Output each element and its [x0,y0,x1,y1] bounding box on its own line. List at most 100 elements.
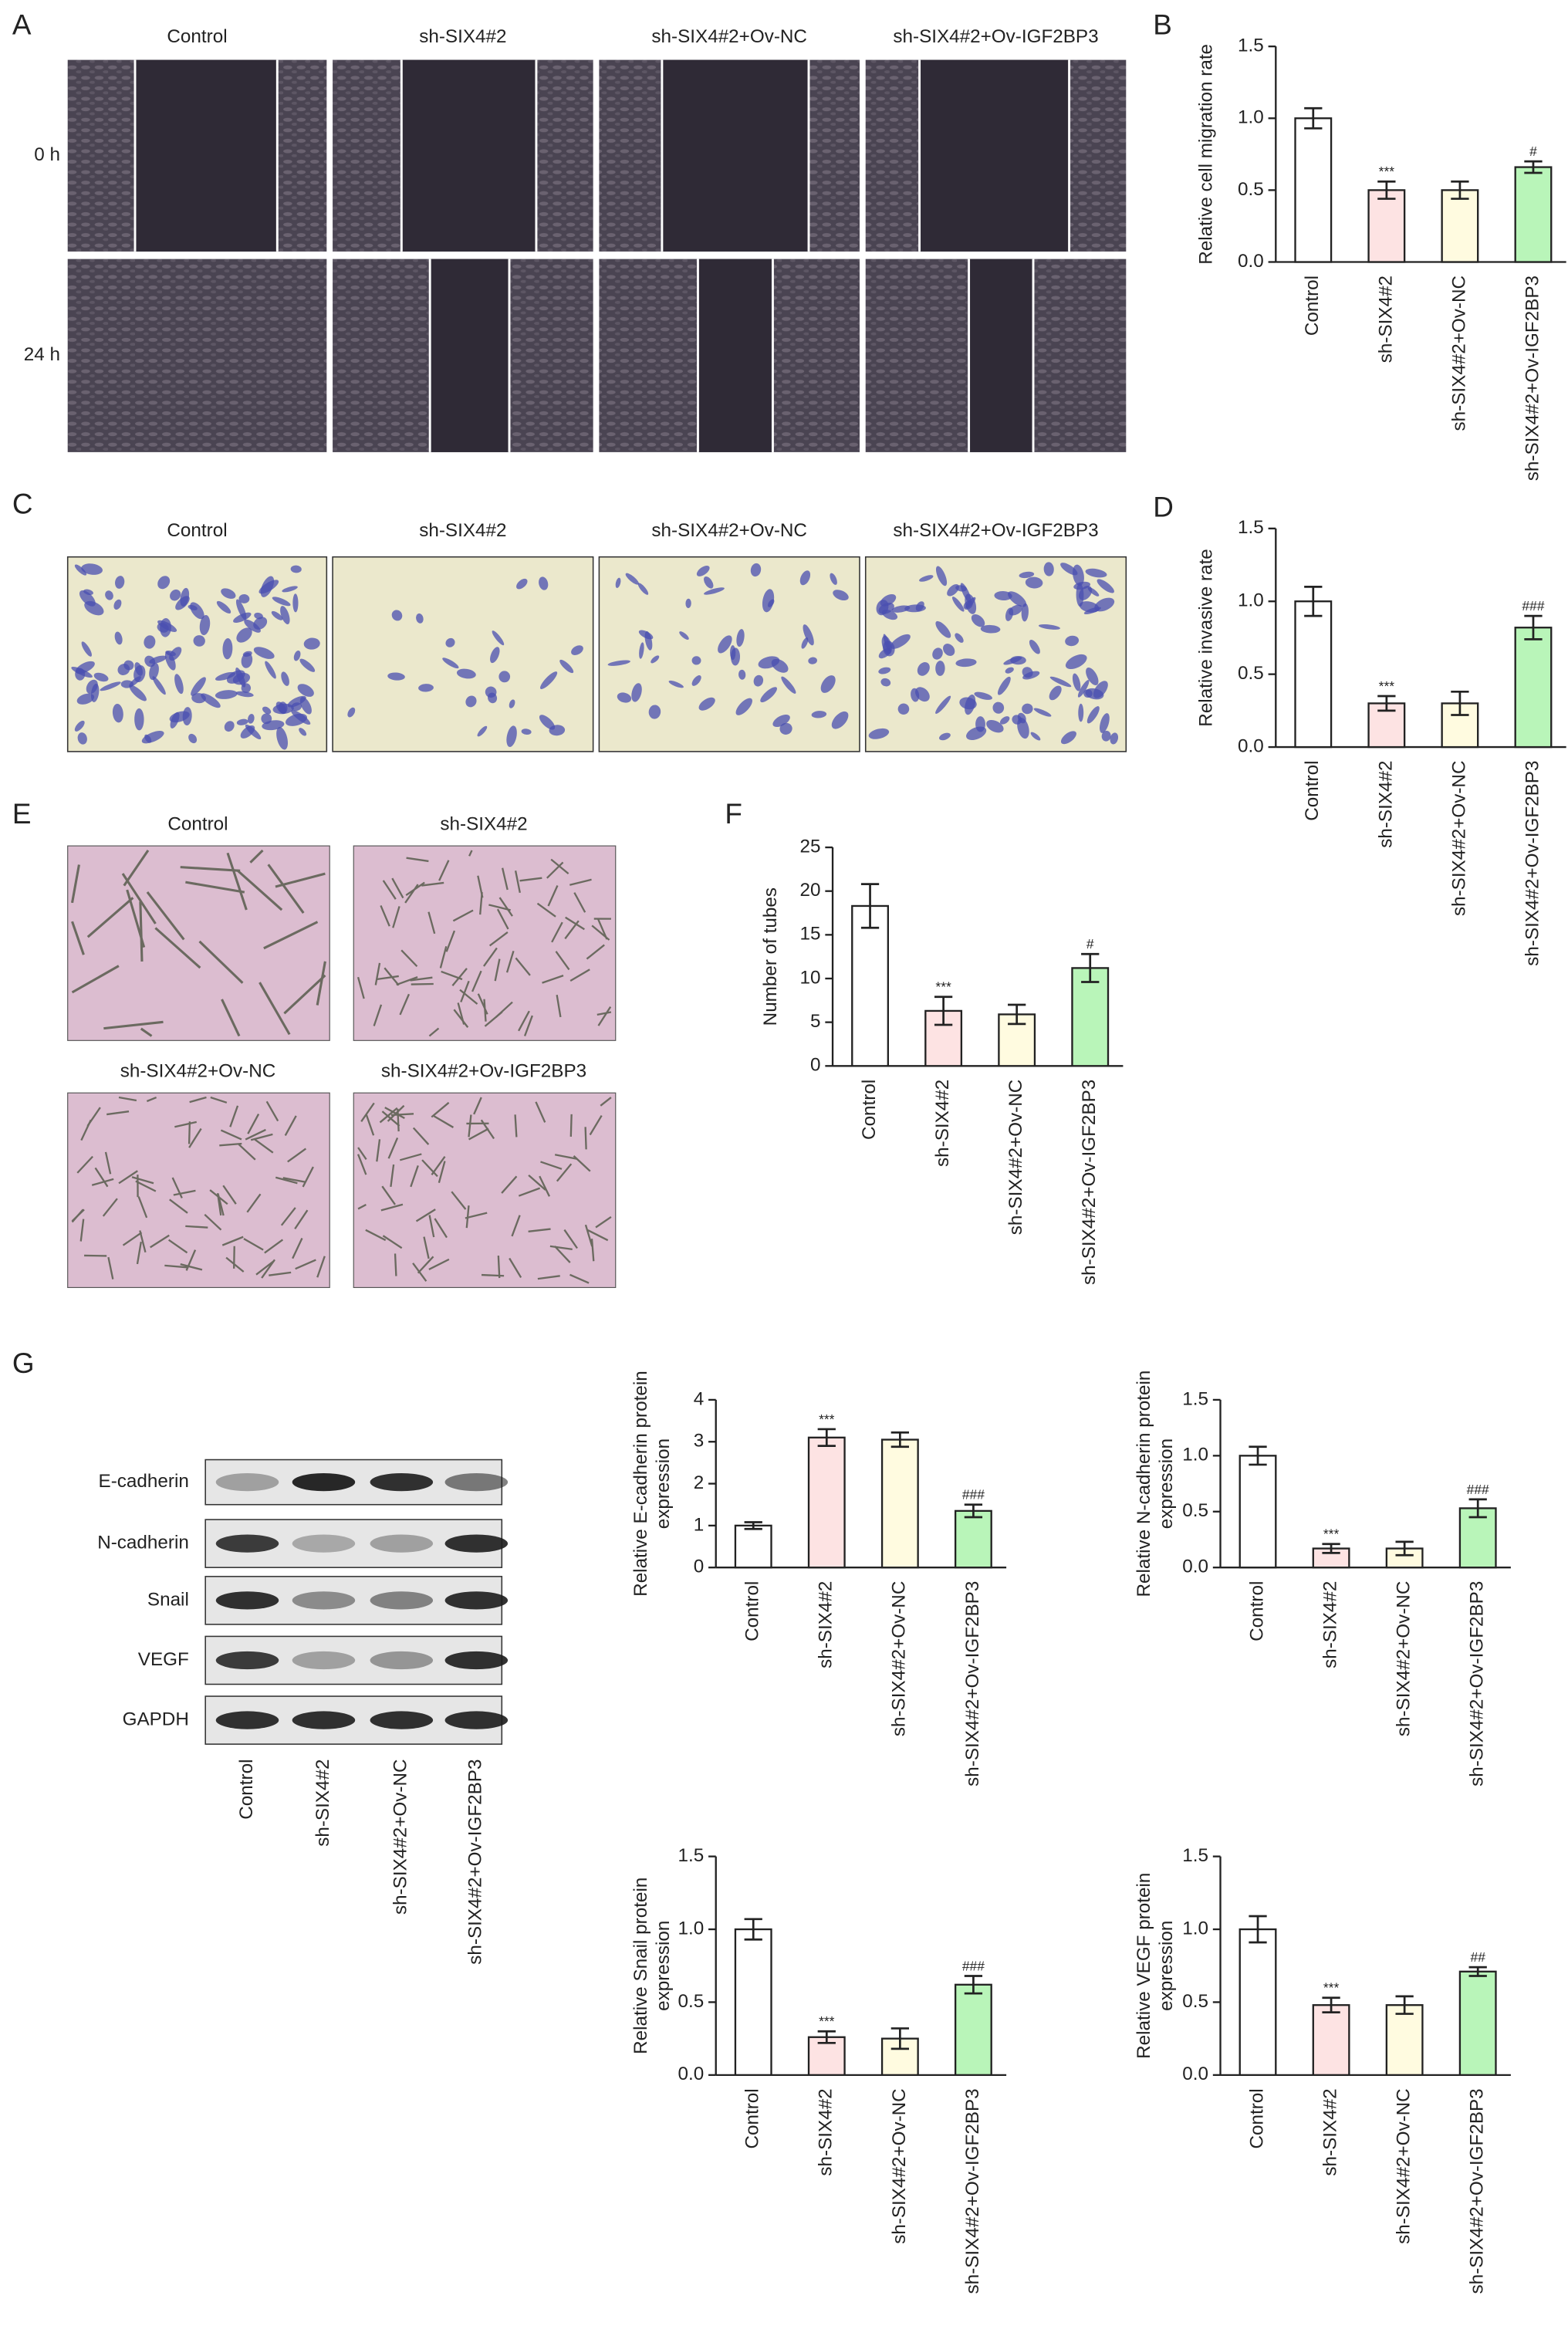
column-header: sh-SIX4#2+Ov-IGF2BP3 [893,520,1098,541]
tube [483,947,498,967]
cell [199,615,211,636]
tube [400,949,418,968]
tube [445,930,456,952]
bar [1239,1928,1277,2077]
cell [718,635,732,654]
cell [880,678,891,687]
cell [1097,579,1114,593]
tube [451,1191,467,1210]
y-tick-label: 4 [694,1388,704,1409]
tube [494,958,501,982]
panel-label: F [725,798,742,830]
tube [399,993,411,1016]
tube [497,1255,501,1279]
tube [417,1256,434,1274]
cell [539,576,549,590]
tube [573,1155,591,1172]
tube [185,1249,197,1271]
cell [224,721,235,732]
tube [316,961,326,1006]
tube [376,975,399,981]
x-tick-label: sh-SIX4#2 [1375,761,1396,848]
tube [118,1170,138,1185]
tube [221,1236,244,1246]
cell [149,662,159,681]
cell [994,590,1012,600]
tube [381,1110,400,1127]
tube [263,921,319,950]
x-tick-label: sh-SIX4#2 [1375,276,1396,363]
cell [490,647,500,664]
tube [136,1242,142,1265]
cell [808,657,817,664]
tube [275,872,326,888]
cell [271,610,283,620]
cell [890,634,911,649]
tube [275,1176,298,1185]
significance-label: ### [962,1487,985,1503]
x-tick-label: Control [1302,761,1323,821]
cell [735,698,752,715]
tube [453,1009,469,1028]
significance-label: *** [1379,164,1395,179]
tube [600,1097,612,1107]
tube [282,1177,306,1183]
cell [521,728,532,735]
tube [360,1102,375,1122]
cell [1060,731,1076,745]
cell [105,590,113,600]
tube [180,1263,203,1271]
column-header: sh-SIX4#2+Ov-NC [651,26,806,47]
cell [290,565,302,573]
tube [518,1187,541,1197]
cell [1005,607,1014,621]
band [444,1591,509,1610]
tube [71,965,120,994]
cell [117,663,130,675]
cell [465,695,477,708]
cell [639,642,644,659]
cell [1019,571,1035,579]
tube [188,1127,202,1148]
cell [1079,601,1100,613]
lane-label: sh-SIX4#2 [313,1760,333,1847]
tube [569,1114,573,1137]
cell [1065,635,1080,647]
cell [113,599,122,610]
tube [382,880,397,900]
cell [276,727,289,750]
cell [272,597,291,607]
cell [1065,654,1087,670]
cell [1086,667,1099,686]
x-tick-label: sh-SIX4#2+Ov-NC [1394,2088,1414,2243]
tube [259,982,291,1036]
cell [685,598,691,608]
cell [1094,597,1115,612]
cell [281,671,289,686]
significance-label: *** [819,2013,835,2029]
tube [433,1115,455,1128]
tube [198,940,244,984]
tube [584,1224,593,1247]
tube [528,1174,546,1191]
tube [287,1148,307,1163]
tube [79,1219,85,1242]
cell [74,720,85,732]
tube [373,1004,383,1026]
cell [971,614,985,627]
cell [1022,703,1033,715]
tube [379,1107,398,1124]
tube [302,1166,314,1188]
tube [221,999,241,1037]
tube [283,974,326,1015]
invasion-image [598,556,860,752]
tube [376,1139,381,1162]
tube [535,1101,546,1123]
y-axis-label: expression [653,1921,674,2011]
tube [106,1110,130,1116]
tube [565,916,585,931]
x-tick-label: sh-SIX4#2+Ov-IGF2BP3 [1522,276,1543,481]
cell [997,676,1011,695]
image-label: Control [167,813,228,834]
x-tick-label: sh-SIX4#2+Ov-IGF2BP3 [962,1581,983,1787]
